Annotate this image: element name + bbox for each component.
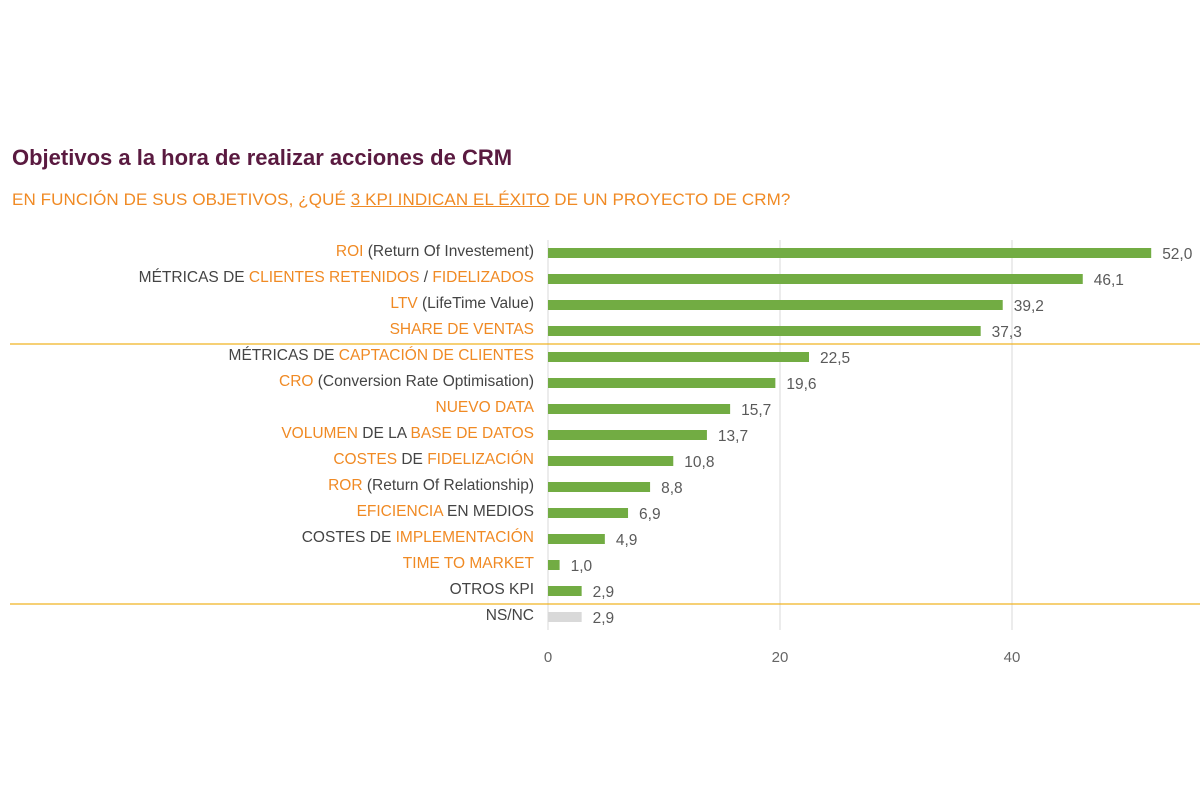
- bar-2: [548, 300, 1003, 310]
- bar-7: [548, 430, 707, 440]
- category-label-10-part-0: EFICIENCIA: [357, 503, 445, 520]
- category-label-7-part-0: VOLUMEN: [281, 425, 358, 442]
- category-label-9-part-1: (Return Of Relationship): [363, 477, 534, 494]
- category-label-0-part-0: ROI: [336, 243, 364, 260]
- value-label-11: 4,9: [616, 532, 638, 549]
- category-label-5-part-1: (Conversion Rate Optimisation): [313, 373, 534, 390]
- category-label-1-part-1: CLIENTES RETENIDOS: [249, 269, 420, 286]
- category-label-7: VOLUMEN DE LA BASE DE DATOS: [281, 425, 534, 442]
- chart-subtitle: EN FUNCIÓN DE SUS OBJETIVOS, ¿QUÉ 3 KPI …: [12, 190, 790, 210]
- subtitle-end: DE UN PROYECTO DE CRM?: [549, 190, 791, 209]
- subtitle-start: EN FUNCIÓN DE SUS OBJETIVOS, ¿QUÉ: [12, 190, 351, 209]
- category-label-13: OTROS KPI: [450, 581, 534, 598]
- category-label-14-part-0: NS/NC: [486, 607, 534, 624]
- category-label-layer: ROI (Return Of Investement) MÉTRICAS DE C…: [139, 243, 535, 624]
- category-label-1: MÉTRICAS DE CLIENTES RETENIDOS / FIDELIZ…: [139, 269, 534, 286]
- category-label-7-part-2: BASE DE DATOS: [411, 425, 534, 442]
- category-label-1-part-3: FIDELIZADOS: [432, 269, 534, 286]
- category-label-13-part-0: OTROS KPI: [450, 581, 534, 598]
- value-label-5: 19,6: [786, 376, 816, 393]
- value-label-14: 2,9: [593, 610, 615, 627]
- category-label-2-part-1: (LifeTime Value): [418, 295, 534, 312]
- category-label-2: LTV (LifeTime Value): [390, 295, 534, 312]
- category-label-11-part-1: IMPLEMENTACIÓN: [396, 529, 534, 546]
- bar-8: [548, 456, 674, 466]
- category-label-14: NS/NC: [486, 607, 534, 624]
- separator-layer: [10, 343, 1200, 605]
- category-label-6-part-0: NUEVO DATA: [436, 399, 535, 416]
- category-label-10-part-1: EN MEDIOS: [443, 503, 534, 520]
- bar-6: [548, 404, 731, 414]
- category-label-4-part-0: MÉTRICAS DE: [229, 347, 339, 364]
- category-label-8-part-0: COSTES: [333, 451, 397, 468]
- value-label-0: 52,0: [1162, 246, 1193, 263]
- category-label-9-part-0: ROR: [328, 477, 362, 494]
- category-label-4-part-1: CAPTACIÓN DE CLIENTES: [339, 347, 534, 364]
- bar-14: [548, 612, 582, 622]
- category-label-0-part-1: (Return Of Investement): [363, 243, 534, 260]
- category-label-0: ROI (Return Of Investement): [336, 243, 534, 260]
- category-label-3: SHARE DE VENTAS: [390, 321, 534, 338]
- value-label-3: 37,3: [992, 324, 1022, 341]
- category-label-8: COSTES DE FIDELIZACIÓN: [333, 451, 534, 468]
- bar-3: [548, 326, 981, 336]
- bar-layer: [548, 248, 1152, 622]
- category-label-12-part-0: TIME TO MARKET: [403, 555, 535, 572]
- value-label-10: 6,9: [639, 506, 661, 523]
- value-label-2: 39,2: [1014, 298, 1044, 315]
- subtitle-underlined: 3 KPI INDICAN EL ÉXITO: [350, 190, 550, 209]
- value-label-4: 22,5: [820, 350, 850, 367]
- bar-5: [548, 378, 776, 388]
- chart-title: Objetivos a la hora de realizar acciones…: [12, 145, 513, 170]
- value-label-layer: 52,0 46,1 39,2 37,3 22,519,6 15,7 13,710,88,86…: [571, 246, 1193, 627]
- x-tick-label-0: 0: [544, 649, 552, 666]
- category-label-7-part-1: DE LA: [358, 425, 411, 442]
- bar-0: [548, 248, 1152, 258]
- value-label-6: 15,7: [741, 402, 771, 419]
- category-label-11-part-0: COSTES DE: [302, 529, 396, 546]
- value-label-7: 13,7: [718, 428, 748, 445]
- category-label-1-part-0: MÉTRICAS DE: [139, 269, 249, 286]
- value-label-1: 46,1: [1094, 272, 1124, 289]
- value-label-9: 8,8: [661, 480, 683, 497]
- bar-11: [548, 534, 605, 544]
- category-label-3-part-0: SHARE DE VENTAS: [390, 321, 534, 338]
- value-label-12: 1,0: [571, 558, 593, 575]
- bar-1: [548, 274, 1083, 284]
- bar-9: [548, 482, 651, 492]
- category-label-9: ROR (Return Of Relationship): [328, 477, 534, 494]
- bar-13: [548, 586, 582, 596]
- category-label-11: COSTES DE IMPLEMENTACIÓN: [302, 529, 534, 546]
- x-tick-label-20: 20: [772, 649, 789, 666]
- category-label-1-part-2: /: [419, 269, 432, 286]
- value-label-8: 10,8: [684, 454, 714, 471]
- category-label-5-part-0: CRO: [279, 373, 313, 390]
- x-tick-label-40: 40: [1004, 649, 1021, 666]
- category-label-5: CRO (Conversion Rate Optimisation): [279, 373, 534, 390]
- category-label-12: TIME TO MARKET: [403, 555, 535, 572]
- bar-4: [548, 352, 809, 362]
- bar-10: [548, 508, 629, 518]
- category-label-4: MÉTRICAS DE CAPTACIÓN DE CLIENTES: [229, 347, 534, 364]
- category-label-8-part-2: FIDELIZACIÓN: [427, 451, 534, 468]
- bar-12: [548, 560, 560, 570]
- category-label-10: EFICIENCIA EN MEDIOS: [357, 503, 534, 520]
- x-tick-layer: 0 20 40: [544, 649, 1021, 666]
- category-label-2-part-0: LTV: [390, 295, 418, 312]
- category-label-6: NUEVO DATA: [436, 399, 535, 416]
- value-label-13: 2,9: [593, 584, 615, 601]
- category-label-8-part-1: DE: [397, 451, 427, 468]
